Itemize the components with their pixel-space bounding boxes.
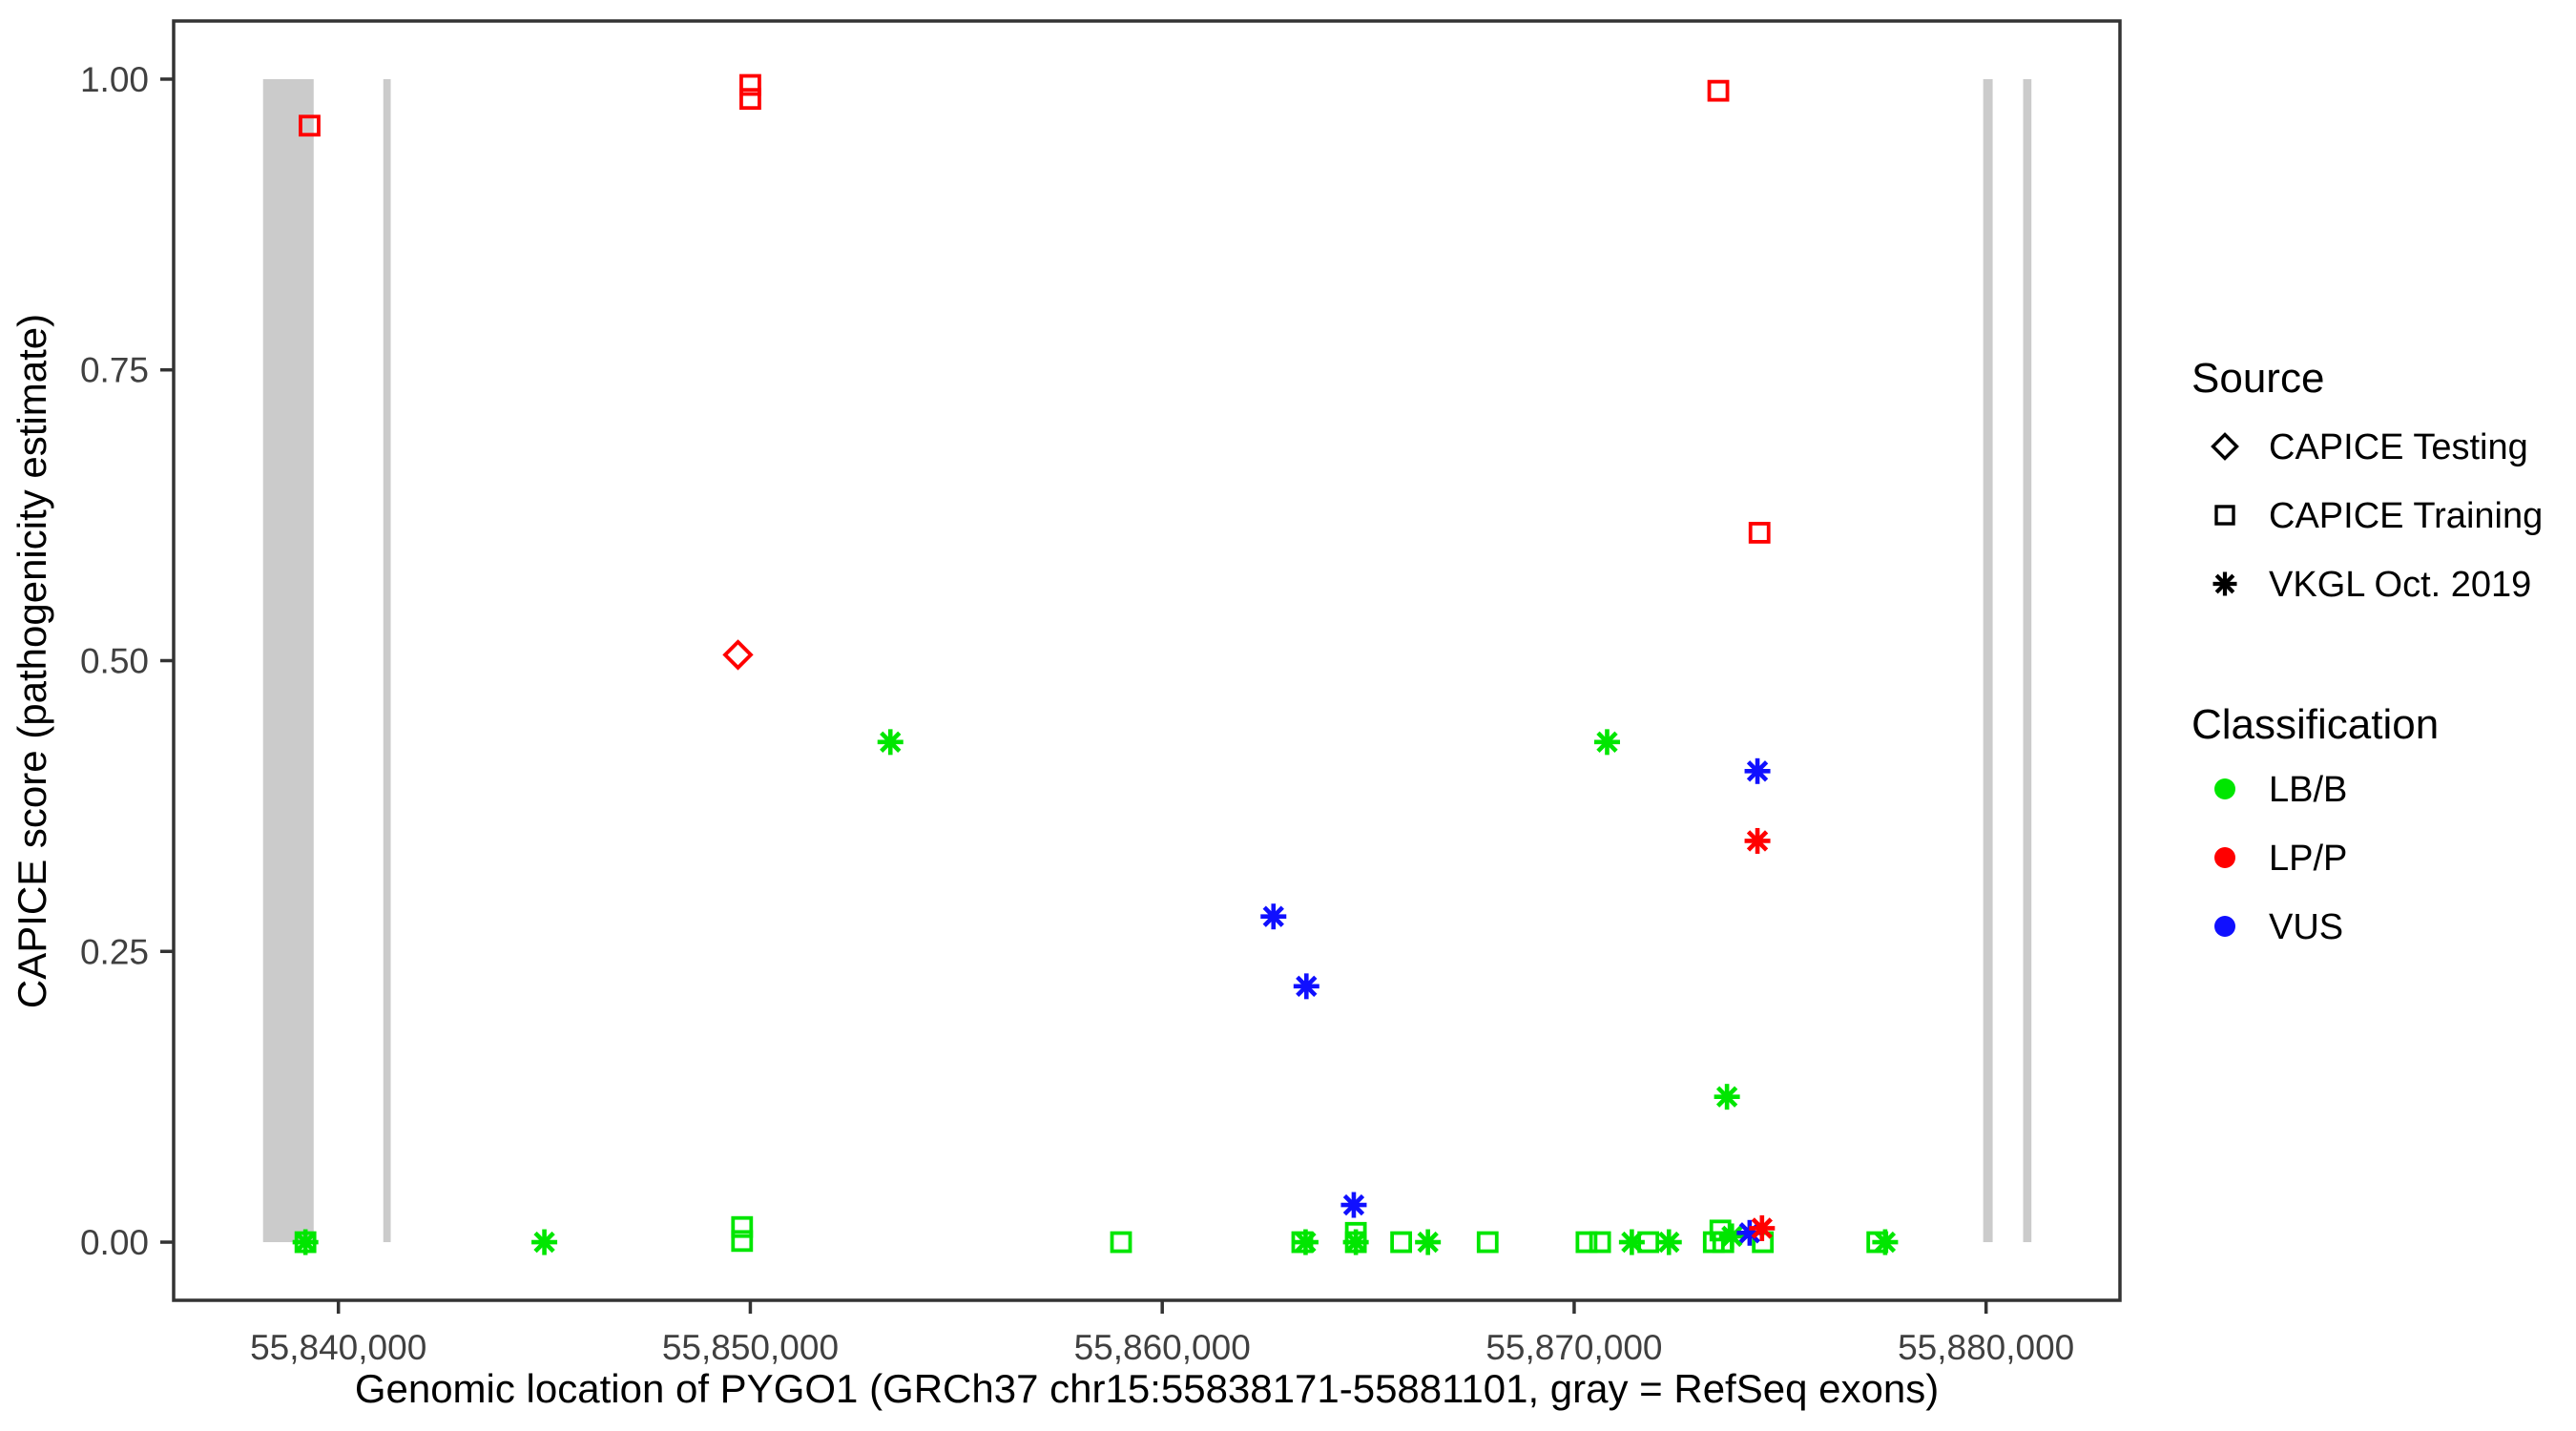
x-axis-title: Genomic location of PYGO1 (GRCh37 chr15:… [355,1366,1939,1411]
data-point-square [1748,522,1771,544]
legend-item: VUS [2214,907,2343,947]
data-point-asterisk [1618,1229,1645,1255]
legend: Source CAPICE Testing CAPICE Training VKGL… [2192,355,2543,947]
legend-item-label: VUS [2269,907,2343,947]
legend-item: CAPICE Training [2214,496,2543,536]
axis-ticks: 55,840,000 55,850,000 55,860,000 55,870,000… [80,60,2074,1367]
data-point-asterisk [877,729,904,756]
data-point-diamond [2211,432,2239,461]
data-point-asterisk [292,1229,319,1255]
legend-item-label: LP/P [2269,839,2347,879]
data-point-square [739,88,761,111]
data-point-asterisk [1749,1214,1776,1241]
y-tick-label: 0.25 [80,932,149,971]
data-point-square [1589,1231,1611,1254]
legend-item-label: CAPICE Training [2269,496,2543,536]
data-point-asterisk [1342,1229,1369,1255]
y-tick-label: 0.75 [80,351,149,390]
exon-bands [262,78,2032,1243]
legend-item-label: CAPICE Testing [2269,427,2528,467]
y-axis-title: CAPICE score (pathogenicity estimate) [10,314,54,1008]
data-point-square [2214,505,2235,526]
x-tick-label: 55,850,000 [662,1328,839,1367]
legend-item: VKGL Oct. 2019 [2212,565,2531,605]
data-point-square [1575,1231,1598,1254]
y-tick-label: 1.00 [80,60,149,99]
data-point-asterisk [1593,729,1620,756]
data-point-asterisk [1744,827,1771,854]
data-point-square [1390,1231,1413,1254]
plot-panel-border [172,19,2122,1302]
data-point-asterisk [1714,1084,1740,1110]
x-tick-label: 55,870,000 [1485,1328,1662,1367]
data-point-square [1110,1231,1132,1254]
data-point-square [731,1215,754,1238]
legend-source-items: CAPICE Testing CAPICE Training VKGL Oct. 2… [2211,427,2543,605]
data-point-asterisk [1744,757,1771,784]
legend-dot [2214,778,2235,799]
data-point-asterisk [1340,1192,1367,1218]
legend-item-label: LB/B [2269,770,2347,810]
x-tick-label: 55,860,000 [1074,1328,1251,1367]
data-point-square [1476,1231,1499,1254]
data-point-asterisk [1872,1229,1899,1255]
data-point-asterisk [2212,571,2237,596]
data-points [292,73,1899,1255]
legend-item-label: VKGL Oct. 2019 [2269,565,2531,605]
legend-item: LP/P [2214,839,2347,879]
data-point-square [1707,79,1730,102]
y-tick-label: 0.50 [80,642,149,681]
legend-item: LB/B [2214,770,2347,810]
data-point-asterisk [1718,1223,1745,1250]
data-point-asterisk [531,1229,558,1255]
data-point-asterisk [1260,903,1287,930]
panel-border-rect [172,19,2122,1302]
data-point-diamond [722,639,754,671]
y-tick-label: 0.00 [80,1223,149,1262]
legend-classification-title: Classification [2192,701,2439,748]
x-tick-label: 55,880,000 [1898,1328,2074,1367]
data-point-asterisk [1293,973,1319,1000]
data-point-asterisk [1292,1229,1319,1255]
data-point-square [299,114,321,137]
legend-item: CAPICE Testing [2211,427,2528,467]
data-point-square [739,73,761,96]
legend-classification-items: LB/B LP/P VUS [2214,770,2347,947]
exon-band [1983,78,1993,1243]
legend-source-title: Source [2192,355,2324,402]
data-point-asterisk [1415,1229,1442,1255]
exon-band [2023,78,2032,1243]
legend-dot [2214,916,2235,937]
data-point-square [731,1230,754,1253]
exon-band [383,78,391,1243]
data-point-asterisk [1655,1229,1682,1255]
x-tick-label: 55,840,000 [250,1328,426,1367]
data-point-square [1709,1219,1732,1242]
legend-dot [2214,847,2235,868]
exon-band [262,78,314,1243]
